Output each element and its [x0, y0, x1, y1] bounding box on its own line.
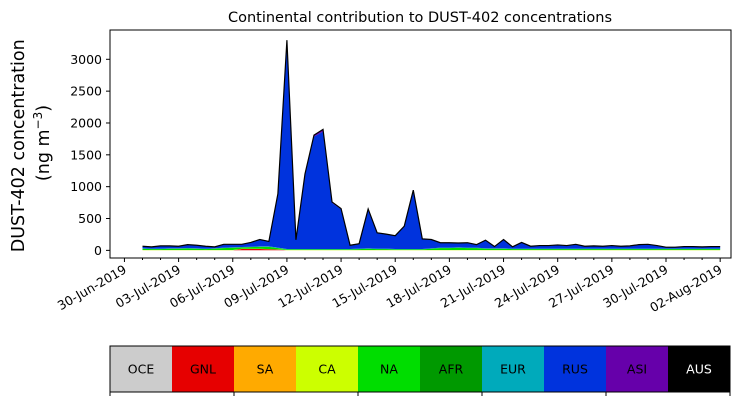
- legend-label-afr: AFR: [439, 362, 464, 377]
- y-axis-label-line2: (ng m−3): [31, 105, 54, 181]
- area-na: [142, 246, 721, 251]
- y-tick-label: 500: [78, 211, 102, 226]
- y-axis-label-unit-suffix: ): [34, 105, 54, 112]
- chart-title: Continental contribution to DUST-402 con…: [228, 10, 612, 26]
- y-tick-label: 1000: [70, 179, 102, 194]
- legend-swatch-sa: [234, 346, 296, 392]
- legend-label-rus: RUS: [562, 362, 588, 377]
- legend-swatch-aus: [668, 346, 730, 392]
- color-legend: OCE GNL SA CA NA AFR EUR RUS ASI AUS: [109, 345, 731, 396]
- legend-label-eur: EUR: [500, 362, 526, 377]
- total-outline: [142, 40, 721, 248]
- y-axis-label-unit-sup: −3: [31, 112, 45, 130]
- legend-label-sa: SA: [257, 362, 274, 377]
- legend-label-oce: OCE: [128, 362, 155, 377]
- legend-swatch-ca: [296, 346, 358, 392]
- y-axis-label-unit-prefix: (ng m: [34, 129, 54, 181]
- legend-swatch-eur: [482, 346, 544, 392]
- legend-swatch-oce: [110, 346, 172, 392]
- area-aus: [142, 40, 721, 248]
- area-gnl: [142, 248, 721, 251]
- area-asi: [142, 40, 721, 248]
- legend-swatch-afr: [420, 346, 482, 392]
- y-axis: 0 500 1000 1500 2000 2500 3000: [70, 52, 110, 258]
- area-rus: [142, 40, 721, 249]
- plot-frame: [109, 29, 732, 259]
- y-tick-label: 3000: [70, 52, 102, 67]
- y-axis-label: DUST-402 concentration (ng m−3): [9, 34, 54, 253]
- legend-swatch-na: [358, 346, 420, 392]
- legend-label-asi: ASI: [627, 362, 647, 377]
- y-tick-label: 2500: [70, 84, 102, 99]
- legend-label-ca: CA: [318, 362, 336, 377]
- legend-label-gnl: GNL: [190, 362, 216, 377]
- stacked-areas: [142, 40, 721, 251]
- legend-swatch-rus: [544, 346, 606, 392]
- y-tick-label: 2000: [70, 115, 102, 130]
- legend-label-na: NA: [380, 362, 398, 377]
- area-ca: [142, 248, 721, 251]
- y-tick-label: 0: [94, 243, 102, 258]
- x-axis: 30-Jun-201903-Jul-201906-Jul-201909-Jul-…: [55, 258, 725, 315]
- legend-frame: [109, 345, 731, 393]
- y-axis-label-line1: DUST-402 concentration: [9, 39, 29, 252]
- legend-label-aus: AUS: [686, 362, 712, 377]
- y-tick-label: 1500: [70, 147, 102, 162]
- legend-swatch-gnl: [172, 346, 234, 392]
- legend-swatch-asi: [606, 346, 668, 392]
